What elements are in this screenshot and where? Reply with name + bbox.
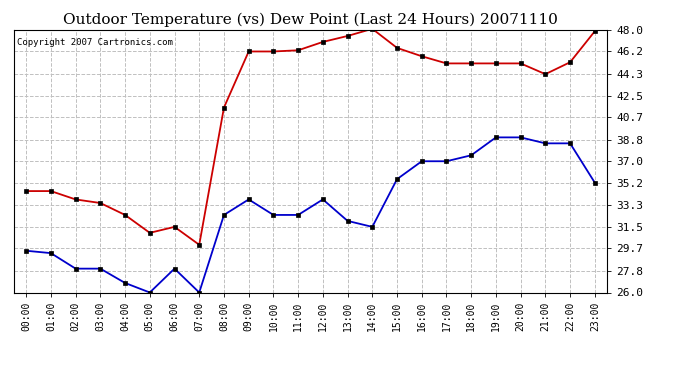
Title: Outdoor Temperature (vs) Dew Point (Last 24 Hours) 20071110: Outdoor Temperature (vs) Dew Point (Last… xyxy=(63,13,558,27)
Text: Copyright 2007 Cartronics.com: Copyright 2007 Cartronics.com xyxy=(17,38,172,47)
